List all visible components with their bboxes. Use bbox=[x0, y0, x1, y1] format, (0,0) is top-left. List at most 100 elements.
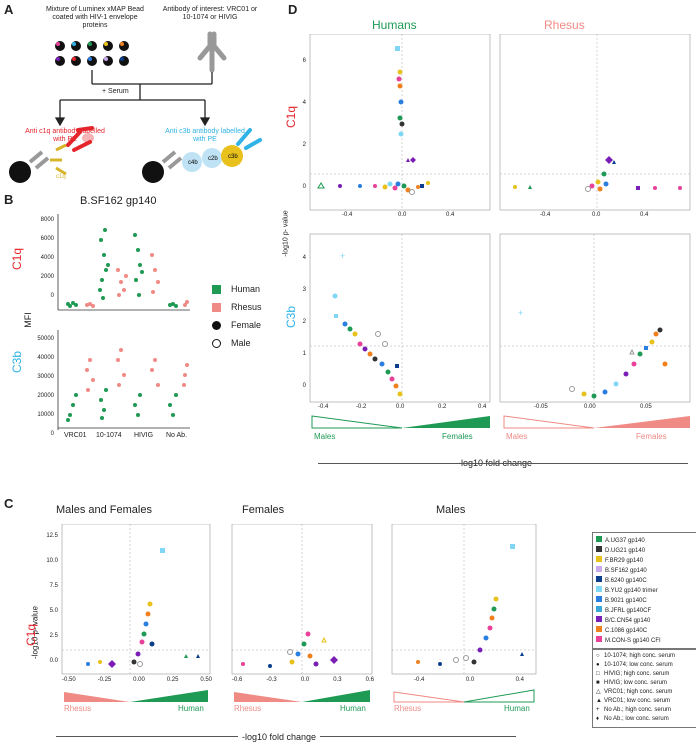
c-xlabel: -log10 fold change bbox=[238, 732, 321, 742]
d-bl-xtick-2: 0.0 bbox=[396, 404, 405, 410]
shape-legend-item: △ VRC01; high conc. serum bbox=[596, 689, 673, 695]
panel-d-ylabel: -log10 p- value bbox=[282, 210, 290, 257]
shape-legend-item: ▲ VRC01; low conc. serum bbox=[596, 698, 671, 704]
d-bl-xtick-0: -0.4 bbox=[318, 404, 329, 410]
antigen-legend: A.UG37 gp140 D.UG21 gp140 F.BR29 gp140 B… bbox=[592, 532, 696, 650]
c3b-label: c3b bbox=[228, 154, 238, 160]
c-title-0: Males and Females bbox=[56, 504, 152, 516]
d-tr-xtick-0: -0.4 bbox=[540, 212, 551, 218]
d-males-left: Males bbox=[314, 432, 336, 441]
serum-label: + Serum bbox=[102, 88, 129, 95]
legend-female: Female bbox=[212, 316, 262, 334]
c-all-points bbox=[86, 548, 200, 668]
panel-c-plots bbox=[61, 524, 537, 703]
panel-b-letter: B bbox=[4, 192, 14, 207]
rhesus-title: Rhesus bbox=[544, 18, 585, 32]
anti-c3b-label: Anti c3b antibody labelled with PE bbox=[165, 128, 245, 143]
c-xticks-0: -0.50 -0.25 0.00 0.25 0.50 bbox=[62, 677, 212, 683]
c-rhesus-1: Rhesus bbox=[234, 704, 262, 713]
d-bl-xtick-3: 0.2 bbox=[438, 404, 447, 410]
c-female-points bbox=[241, 631, 338, 668]
panel-b-legend: Human Rhesus Female Male bbox=[212, 280, 262, 352]
d-humans-c3b-points: + bbox=[332, 251, 403, 397]
bead-description: Mixture of Luminex xMAP Bead coated with… bbox=[46, 6, 144, 29]
c1q-complex-icon bbox=[9, 126, 94, 183]
shape-legend-item: ♦ No Ab.; low conc. serum bbox=[596, 716, 669, 722]
d-females-left: Females bbox=[442, 432, 473, 441]
d-tl-xtick-2: 0.4 bbox=[446, 212, 455, 218]
c-yticks: 12.5 10.0 7.5 5.0 2.5 0.0 bbox=[46, 533, 58, 664]
d-tl-xtick-0: -0.4 bbox=[342, 212, 353, 218]
shape-legend-item: ■ HIVIG; low conc. serum bbox=[596, 680, 668, 686]
legend-rhesus: Rhesus bbox=[212, 298, 262, 316]
c-rhesus-0: Rhesus bbox=[64, 704, 92, 713]
antigen-legend-item: A.UG37 gp140 bbox=[596, 536, 694, 546]
c-human-2: Human bbox=[504, 704, 530, 713]
antigen-legend-item: F.BR29 gp140 bbox=[596, 556, 694, 566]
d-rhesus-c1q-points bbox=[513, 156, 682, 192]
c-xticks-1: -0.6 -0.3 0.0 0.3 0.6 bbox=[232, 677, 374, 683]
d-tl-xtick-1: 0.0 bbox=[398, 212, 407, 218]
d-br-xtick-2: 0.05 bbox=[640, 404, 652, 410]
d-bl-xtick-4: 0.4 bbox=[478, 404, 487, 410]
antigen-legend-item: B.6240 gp140C bbox=[596, 576, 694, 586]
panel-b-plot bbox=[57, 214, 190, 430]
shape-legend-item: □ HIVIG; high conc. serum bbox=[596, 671, 670, 677]
c4b-label: c4b bbox=[188, 160, 198, 166]
panel-c-letter: C bbox=[4, 496, 14, 511]
c-human-0: Human bbox=[178, 704, 204, 713]
d-males-right: Males bbox=[506, 432, 528, 441]
antigen-legend-item: M.CON-S gp140 CFI bbox=[596, 636, 694, 646]
d-rhesus-c3b-points: + bbox=[518, 308, 668, 399]
d-br-xtick-0: -0.05 bbox=[534, 404, 548, 410]
d-tr-xtick-2: 0.4 bbox=[640, 212, 649, 218]
c-rhesus-2: Rhesus bbox=[394, 704, 422, 713]
shape-legend-item: ● 10-1074; low conc. serum bbox=[596, 662, 673, 668]
shape-legend: ○ 10-1074; high conc. serum ● 10-1074; low… bbox=[592, 648, 696, 728]
antigen-legend-item: B.JFRL gp140CF bbox=[596, 606, 694, 616]
d-br-xtick-1: 0.00 bbox=[584, 404, 596, 410]
c-title-1: Females bbox=[242, 504, 285, 516]
legend-human: Human bbox=[212, 280, 262, 298]
cat-vrc01: VRC01 bbox=[64, 432, 87, 439]
workflow-arrows bbox=[54, 70, 213, 127]
humans-title: Humans bbox=[372, 18, 417, 32]
antigen-legend-item: C.1086 gp140C bbox=[596, 626, 694, 636]
svg-text:+: + bbox=[518, 308, 523, 318]
panel-d-letter: D bbox=[288, 2, 298, 17]
shape-legend-item: + No Ab.; high conc. serum bbox=[596, 707, 672, 713]
cat-no-ab: No Ab. bbox=[166, 432, 188, 439]
c1q-label: c1q bbox=[56, 174, 66, 180]
antibody-icon bbox=[197, 31, 227, 73]
d-bl-xtick-1: -0.2 bbox=[356, 404, 367, 410]
svg-text:+: + bbox=[340, 251, 345, 261]
panel-b-points bbox=[66, 228, 189, 422]
d-females-right: Females bbox=[636, 432, 667, 441]
c-xticks-2: -0.4 0.0 0.4 bbox=[414, 677, 524, 683]
panel-a-schematic: c4b c2b c3b c1q bbox=[9, 31, 262, 183]
shape-legend-item: ○ 10-1074; high conc. serum bbox=[596, 653, 676, 659]
antigen-legend-item: D.UG21 gp140 bbox=[596, 546, 694, 556]
antigen-legend-item: B.SF162 gp140 bbox=[596, 566, 694, 576]
d-humans-c1q-points bbox=[317, 46, 430, 195]
d-xaxis-rule bbox=[318, 463, 688, 464]
panel-d-plots: + + bbox=[309, 34, 691, 429]
antigen-legend-item: B.9021 gp140C bbox=[596, 596, 694, 606]
bead-grid bbox=[55, 41, 129, 66]
antigen-legend-item: B.YU2 gp140 trimer bbox=[596, 586, 694, 596]
panel-b-title: B.SF162 gp140 bbox=[80, 195, 157, 207]
panel-a-letter: A bbox=[4, 2, 14, 17]
antigen-legend-item: B/C.CN54 gp140 bbox=[596, 616, 694, 626]
cat-hivig: HIVIG bbox=[134, 432, 154, 439]
legend-male: Male bbox=[212, 334, 262, 352]
panel-b-top-ticks: 8000 6000 4000 2000 0 bbox=[40, 217, 54, 299]
c-human-1: Human bbox=[340, 704, 366, 713]
anti-c1q-label: Anti c1q antibody labelled with PE bbox=[25, 128, 105, 143]
d-tr-xtick-1: 0.0 bbox=[592, 212, 601, 218]
c-title-2: Males bbox=[436, 504, 466, 516]
antibody-description: Antibody of interest: VRC01 or 10-1074 o… bbox=[162, 6, 258, 21]
cat-10-1074: 10-1074 bbox=[96, 432, 122, 439]
c-male-points bbox=[416, 544, 524, 666]
